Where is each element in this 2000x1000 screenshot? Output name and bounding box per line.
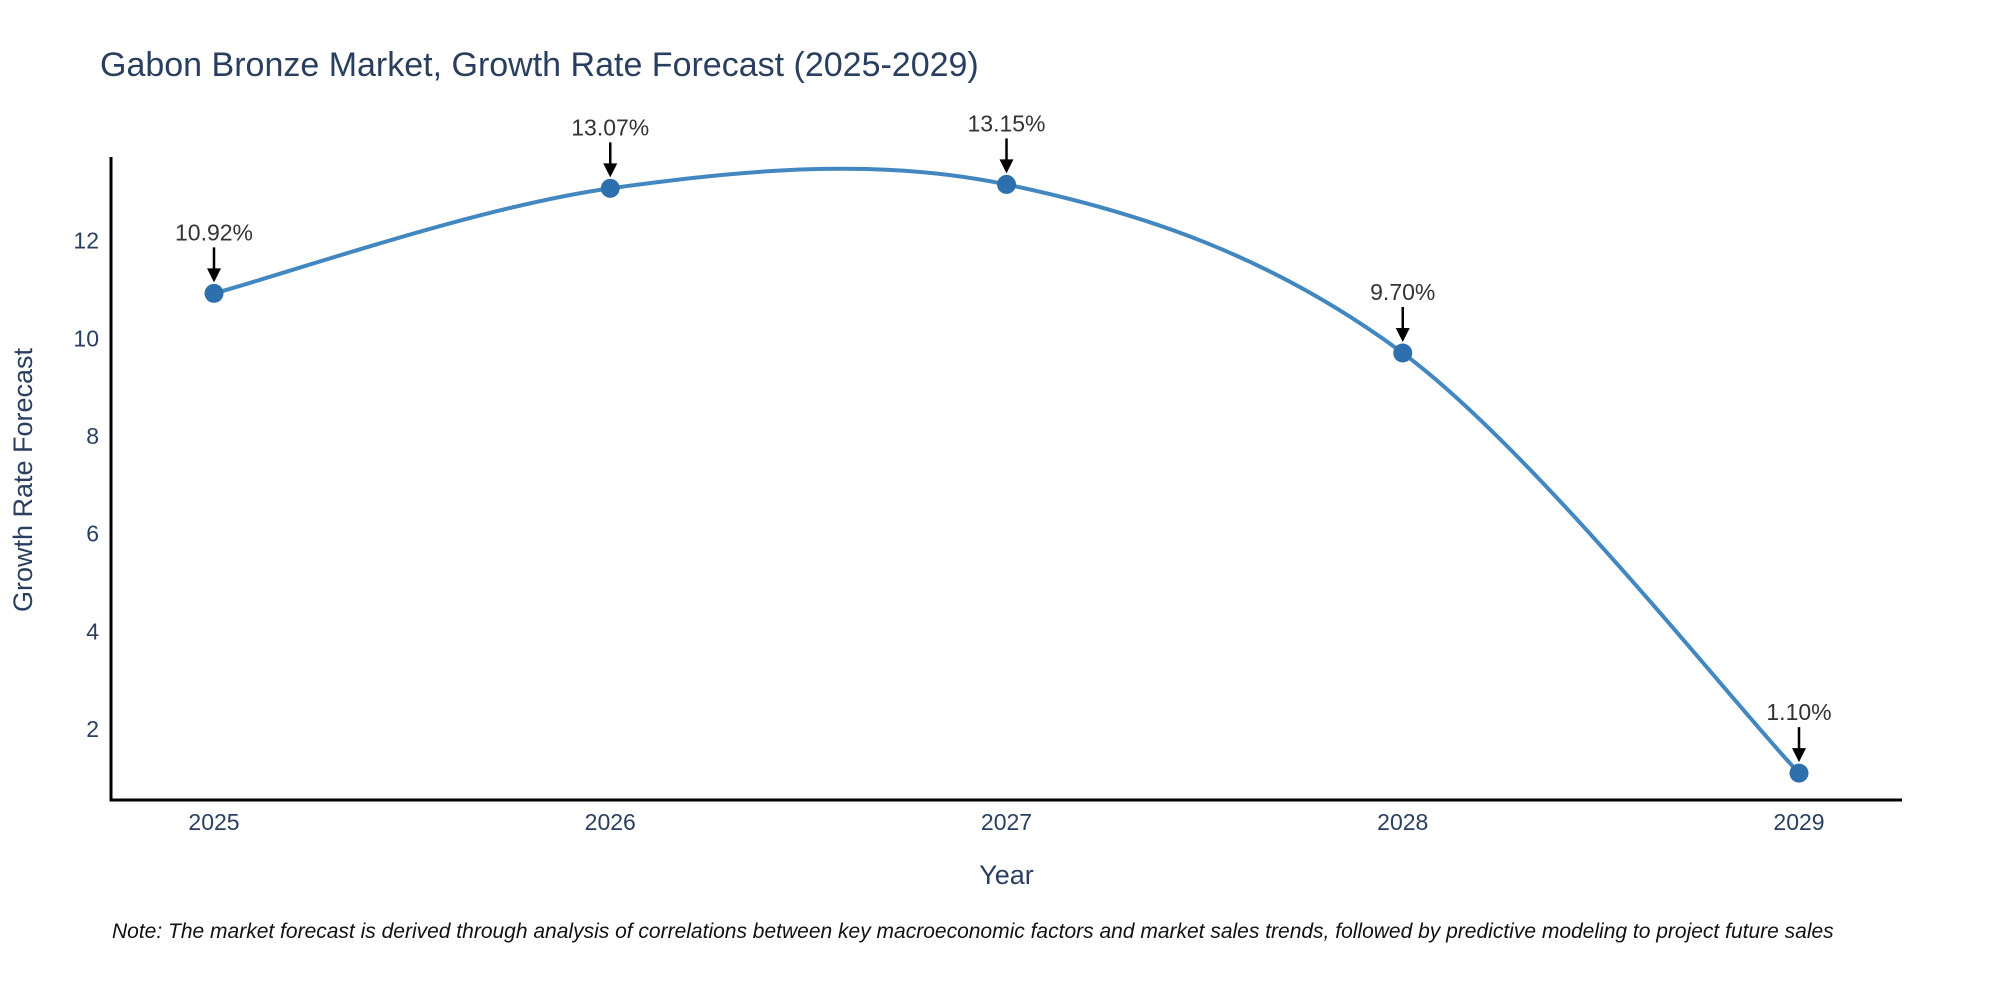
annotation-arrow-head (999, 159, 1014, 174)
data-point-label: 1.10% (1766, 699, 1831, 725)
y-tick-label: 6 (86, 521, 99, 547)
x-axis-title: Year (979, 860, 1034, 890)
y-tick-label: 2 (86, 716, 99, 742)
x-tick-label: 2025 (188, 809, 239, 835)
chart-footnote: Note: The market forecast is derived thr… (112, 920, 1834, 943)
x-tick-label: 2026 (585, 809, 636, 835)
data-point-label: 13.07% (571, 114, 649, 140)
y-tick-label: 8 (86, 423, 99, 449)
y-tick-label: 4 (86, 618, 99, 644)
x-tick-label: 2029 (1773, 809, 1824, 835)
y-axis-title: Growth Rate Forecast (8, 347, 38, 612)
data-point-label: 9.70% (1370, 279, 1435, 305)
y-tick-label: 12 (73, 228, 99, 254)
data-point-marker[interactable] (997, 174, 1016, 194)
annotation-arrow-head (207, 268, 221, 283)
data-point-marker[interactable] (204, 283, 224, 303)
annotation-arrow-head (603, 163, 618, 178)
x-tick-label: 2028 (1377, 809, 1428, 835)
data-point-label: 13.15% (967, 110, 1045, 136)
forecast-line (213, 166, 1801, 775)
chart-title: Gabon Bronze Market, Growth Rate Forecas… (100, 46, 979, 84)
data-point-marker[interactable] (1393, 343, 1413, 363)
x-tick-label: 2027 (981, 809, 1032, 835)
data-point-label: 10.92% (175, 219, 253, 245)
y-tick-label: 10 (73, 325, 99, 351)
annotation-arrow-head (1395, 327, 1410, 342)
annotation-arrow-head (1792, 748, 1806, 763)
data-point-marker[interactable] (600, 178, 620, 198)
data-point-marker[interactable] (1789, 763, 1809, 783)
